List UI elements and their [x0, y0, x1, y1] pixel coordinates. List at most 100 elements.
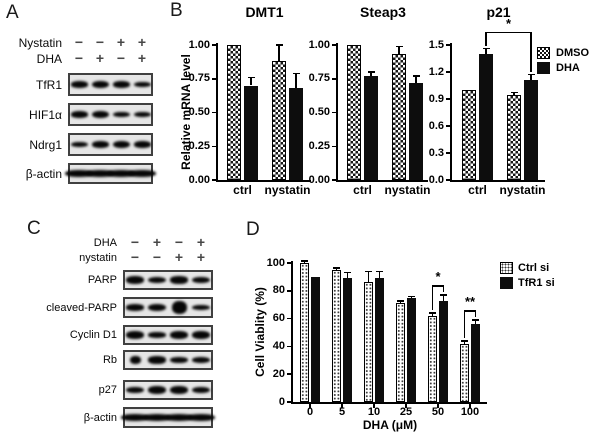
x-tick: [373, 404, 375, 408]
y-tick-label: 40: [272, 339, 285, 352]
treatment-sign: +: [152, 234, 162, 250]
blot-band: [133, 141, 151, 148]
x-category-label: 100: [460, 406, 480, 418]
blot-band: [170, 331, 188, 339]
y-tick-label: 0.25: [188, 139, 210, 152]
y-tick-label: 80: [272, 284, 285, 297]
blot-band: [133, 111, 151, 118]
treatment-label-nystatin: nystatin: [79, 252, 117, 264]
blot-membrane: [68, 73, 153, 96]
bar-tfr1-si-25: [407, 297, 416, 402]
panel-b-label: B: [170, 0, 183, 21]
y-axis-title: Cell Viablity (%): [253, 287, 267, 377]
blot-band: [164, 414, 194, 421]
y-tick: [332, 145, 337, 147]
bar-ctrl-si-50: [428, 315, 437, 402]
error-bar: [399, 301, 402, 304]
legend-label-tfr1-si: TfR1 si: [518, 277, 555, 289]
error-bar: [346, 272, 349, 279]
treatment-sign: −: [174, 234, 184, 250]
y-tick-label: 0.6: [428, 119, 444, 132]
y-tick: [287, 345, 292, 348]
error-bar-cap: [376, 270, 383, 273]
y-tick-label: 0.00: [188, 173, 210, 186]
x-category-label: nystatin: [499, 183, 546, 197]
y-tick-label: 0: [278, 395, 285, 408]
y-tick: [287, 401, 292, 403]
bar-tfr1-si-5: [343, 278, 352, 402]
sig-bracket: [464, 310, 476, 312]
blot-band: [192, 331, 210, 339]
y-tick-label: 0.75: [308, 72, 330, 85]
treatment-sign: −: [130, 249, 140, 265]
x-category-label: 25: [399, 406, 413, 418]
sig-bracket: [486, 31, 531, 33]
y-tick-label: 100: [266, 256, 285, 269]
error-bar: [398, 46, 400, 55]
blot-band: [70, 141, 88, 148]
x-category-label: nystatin: [384, 183, 431, 197]
y-tick-label: 0.50: [308, 106, 330, 118]
error-bar-cap: [333, 267, 340, 269]
blot-row-label: Cyclin D1: [69, 329, 117, 341]
blot-band: [170, 356, 188, 364]
bar-dha-nystatin: [524, 80, 538, 180]
blot-row-label: HIF1α: [29, 107, 62, 122]
error-bar: [370, 72, 372, 77]
blot-band: [171, 301, 187, 314]
error-bar-cap: [397, 300, 404, 302]
blot-band: [192, 386, 210, 394]
error-bar: [278, 45, 280, 62]
y-tick-label: 0.3: [428, 146, 444, 159]
y-tick: [332, 44, 337, 46]
legend-swatch-tfr1-si: [500, 277, 513, 289]
x-tick: [405, 404, 407, 408]
error-bar: [431, 313, 434, 316]
error-bar-cap: [292, 72, 300, 75]
treatment-label-dha: DHA: [93, 237, 117, 249]
blot-row-label: Rb: [102, 354, 117, 366]
y-tick: [287, 262, 292, 264]
blot-band: [192, 356, 210, 364]
error-bar-cap: [429, 312, 436, 314]
error-bar: [485, 48, 487, 54]
x-category-label: 10: [367, 406, 381, 418]
legend-label-dha: DHA: [556, 62, 580, 74]
y-tick-label: 20: [272, 367, 285, 380]
blot-band: [126, 304, 144, 311]
error-bar: [415, 76, 417, 83]
legend-swatch-dmso: [537, 47, 550, 59]
blot-band: [112, 140, 130, 149]
y-tick: [212, 145, 217, 147]
blot-band: [126, 386, 144, 394]
y-tick-label: 60: [272, 312, 285, 325]
y-tick: [446, 179, 451, 181]
x-category-label: 5: [338, 406, 346, 418]
x-tick: [437, 404, 439, 408]
blot-band: [170, 386, 188, 394]
blot-band: [91, 110, 109, 119]
blot-band: [133, 81, 151, 88]
x-axis: [450, 180, 545, 182]
bar-ctrl-si-25: [396, 303, 405, 402]
y-tick-label: 1.00: [188, 38, 210, 51]
y-tick: [287, 290, 292, 292]
error-bar: [530, 74, 532, 81]
blot-band: [91, 141, 109, 148]
y-tick: [287, 373, 292, 375]
blot-membrane: [68, 103, 153, 126]
x-category-label: nystatin: [264, 183, 311, 197]
x-axis: [336, 180, 428, 182]
bar-dmso-ctrl: [227, 45, 241, 180]
sig-bracket-leg: [474, 310, 477, 317]
x-category-label: ctrl: [468, 183, 487, 197]
error-bar-cap: [482, 47, 490, 50]
blot-band: [148, 356, 166, 364]
y-tick: [212, 78, 217, 80]
blot-band: [70, 111, 88, 118]
y-tick: [332, 111, 337, 114]
y-tick: [212, 111, 217, 114]
blot-band: [148, 332, 166, 338]
y-axis: [216, 43, 218, 182]
bar-dmso-nystatin: [507, 95, 521, 180]
